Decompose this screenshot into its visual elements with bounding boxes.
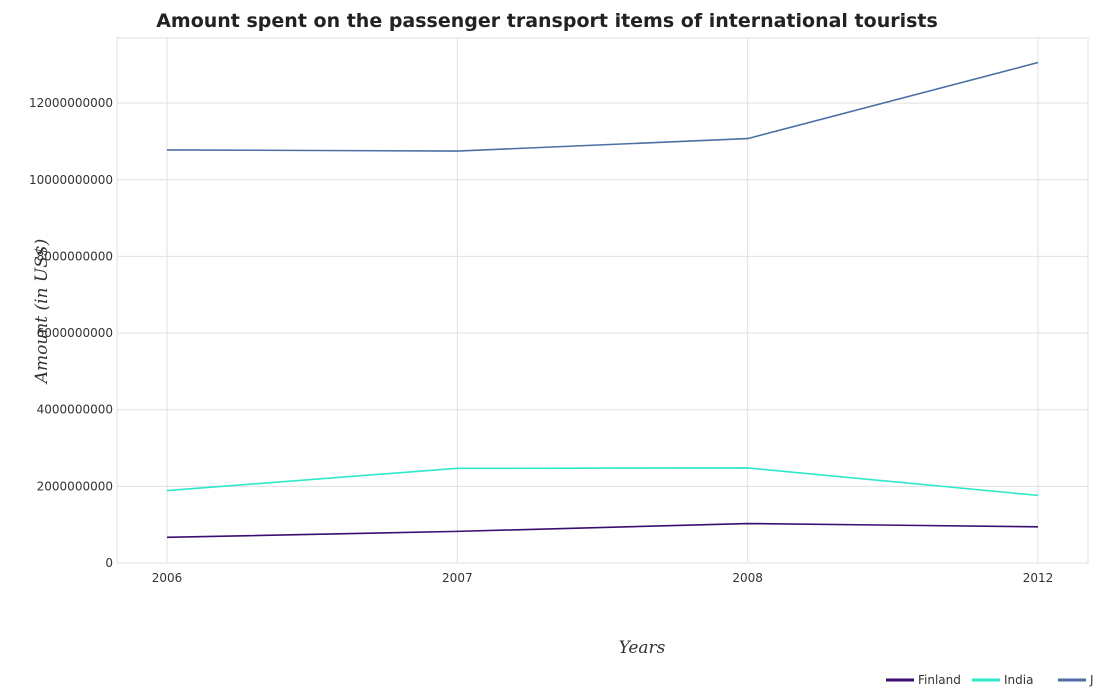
y-tick-label: 6000000000 — [37, 326, 113, 340]
legend-item-india: India — [972, 673, 1033, 687]
legend-label: Finland — [918, 673, 961, 687]
y-tick-label: 8000000000 — [37, 249, 113, 263]
series-layer — [166, 61, 1039, 539]
grid-layer — [116, 37, 1089, 564]
legend-item-finland: Finland — [886, 673, 961, 687]
legend-label: Japan — [1089, 673, 1094, 687]
y-tick-label: 12000000000 — [29, 96, 113, 110]
x-tick-label: 2006 — [152, 571, 183, 585]
x-tick-label: 2007 — [442, 571, 473, 585]
series-line-finland — [166, 522, 1039, 539]
x-tick-label: 2012 — [1023, 571, 1054, 585]
series-line-india — [166, 467, 1039, 497]
y-tick-label: 0 — [105, 556, 113, 570]
legend-item-japan: Japan — [1058, 673, 1094, 687]
legend-label: India — [1004, 673, 1033, 687]
series-line-japan — [166, 61, 1039, 152]
y-tick-label: 2000000000 — [37, 479, 113, 493]
x-tick-label: 2008 — [732, 571, 763, 585]
y-axis-label: Amount (in US$) — [32, 239, 52, 386]
x-axis-label: Years — [619, 638, 666, 658]
chart-title: Amount spent on the passenger transport … — [156, 10, 938, 32]
y-tick-label: 10000000000 — [29, 173, 113, 187]
axis-layer: 0 2000000000 4000000000 6000000000 800000000… — [29, 96, 1053, 585]
y-tick-label: 4000000000 — [37, 403, 113, 417]
legend: Finland India Japan — [886, 673, 1094, 687]
